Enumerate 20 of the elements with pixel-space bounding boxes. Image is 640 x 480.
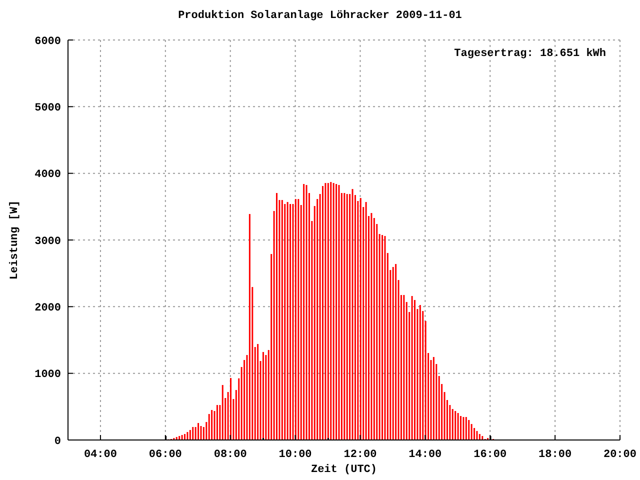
y-tick-label: 2000 <box>34 302 61 315</box>
y-tick-label: 5000 <box>34 102 61 115</box>
annotation: Tagesertrag: 18.651 kWh <box>454 48 606 60</box>
x-tick-label: 16:00 <box>474 448 507 461</box>
x-tick-label: 06:00 <box>148 448 182 461</box>
chart-title: Produktion Solaranlage Löhracker 2009-11-01 <box>177 10 463 22</box>
x-tick-label: 10:00 <box>278 448 312 461</box>
x-tick-label: 04:00 <box>84 448 117 461</box>
x-tick-label: 20:00 <box>603 448 637 461</box>
y-axis-title: Leistung [W] <box>9 200 21 280</box>
x-tick-label: 18:00 <box>538 448 572 461</box>
y-tick-label: 4000 <box>34 169 61 182</box>
x-tick-label: 08:00 <box>214 448 247 461</box>
x-axis-title: Zeit (UTC) <box>310 464 378 476</box>
x-tick-label: 14:00 <box>408 448 442 461</box>
y-tick-label: 1000 <box>34 369 61 382</box>
x-tick-label: 12:00 <box>344 448 377 461</box>
y-tick-label: 3000 <box>34 236 61 248</box>
y-tick-label: 6000 <box>34 36 61 48</box>
y-tick-label: 0 <box>54 436 61 448</box>
